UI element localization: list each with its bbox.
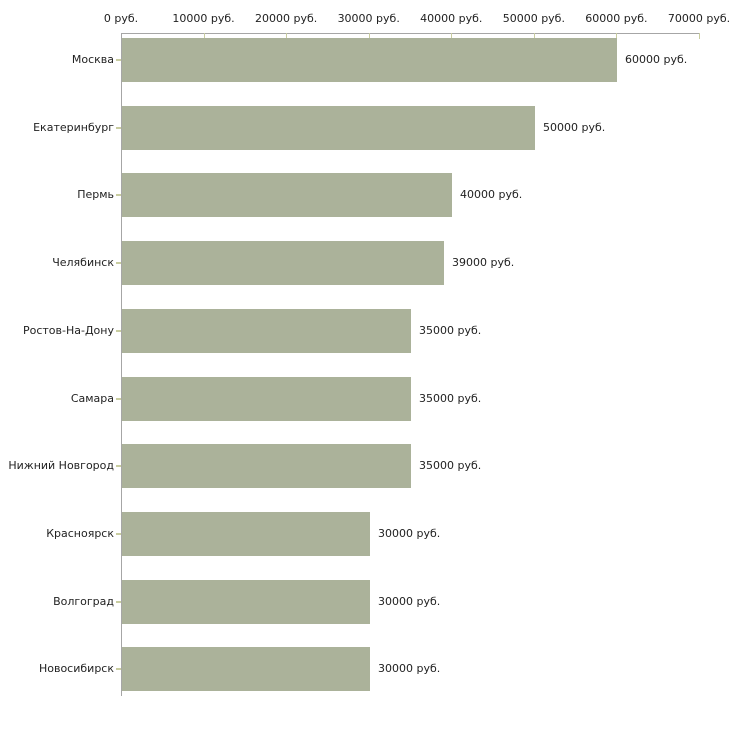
y-axis-tick	[116, 59, 121, 61]
y-axis-tick	[116, 465, 121, 467]
value-label: 30000 руб.	[378, 595, 441, 608]
y-axis-tick	[116, 330, 121, 332]
x-axis-tick-label: 50000 руб.	[502, 12, 565, 25]
bar	[122, 647, 370, 691]
x-axis-line	[121, 33, 700, 34]
y-axis-tick	[116, 668, 121, 670]
y-axis-tick	[116, 398, 121, 400]
x-axis-tick	[369, 33, 370, 39]
category-label: Нижний Новгород	[8, 459, 114, 472]
category-label: Новосибирск	[38, 662, 114, 675]
bar	[122, 377, 411, 421]
x-axis-tick	[204, 33, 205, 39]
category-label: Ростов-На-Дону	[22, 324, 114, 337]
value-label: 50000 руб.	[543, 121, 606, 134]
x-axis-tick-label: 70000 руб.	[667, 12, 730, 25]
category-label: Красноярск	[46, 527, 114, 540]
bar	[122, 580, 370, 624]
bar	[122, 309, 411, 353]
y-axis-tick	[116, 533, 121, 535]
x-axis-tick-label: 30000 руб.	[337, 12, 400, 25]
bar	[122, 241, 444, 285]
y-axis-tick	[116, 262, 121, 264]
value-label: 60000 руб.	[625, 53, 688, 66]
y-axis-tick	[116, 601, 121, 603]
value-label: 30000 руб.	[378, 527, 441, 540]
x-axis-tick	[286, 33, 287, 39]
x-axis-tick	[616, 33, 617, 39]
bar	[122, 444, 411, 488]
y-axis-tick	[116, 194, 121, 196]
value-label: 39000 руб.	[452, 256, 515, 269]
value-label: 35000 руб.	[419, 459, 482, 472]
value-label: 30000 руб.	[378, 662, 441, 675]
category-label: Екатеринбург	[33, 121, 114, 134]
y-axis-line	[121, 33, 122, 696]
x-axis-tick	[534, 33, 535, 39]
value-label: 35000 руб.	[419, 392, 482, 405]
bar	[122, 512, 370, 556]
value-label: 40000 руб.	[460, 188, 523, 201]
category-label: Москва	[71, 53, 114, 66]
category-label: Волгоград	[53, 595, 114, 608]
x-axis-tick-label: 40000 руб.	[420, 12, 483, 25]
category-label: Пермь	[77, 188, 114, 201]
x-axis-tick-label: 10000 руб.	[172, 12, 235, 25]
y-axis-tick	[116, 127, 121, 129]
x-axis-tick	[451, 33, 452, 39]
x-axis-tick-label: 20000 руб.	[255, 12, 318, 25]
x-axis-tick-label: 60000 руб.	[585, 12, 648, 25]
bar	[122, 38, 617, 82]
bar	[122, 173, 452, 217]
x-axis-tick-label: 0 руб.	[103, 12, 139, 25]
value-label: 35000 руб.	[419, 324, 482, 337]
category-label: Самара	[70, 392, 114, 405]
bar	[122, 106, 535, 150]
x-axis-tick	[699, 33, 700, 39]
category-label: Челябинск	[52, 256, 114, 269]
